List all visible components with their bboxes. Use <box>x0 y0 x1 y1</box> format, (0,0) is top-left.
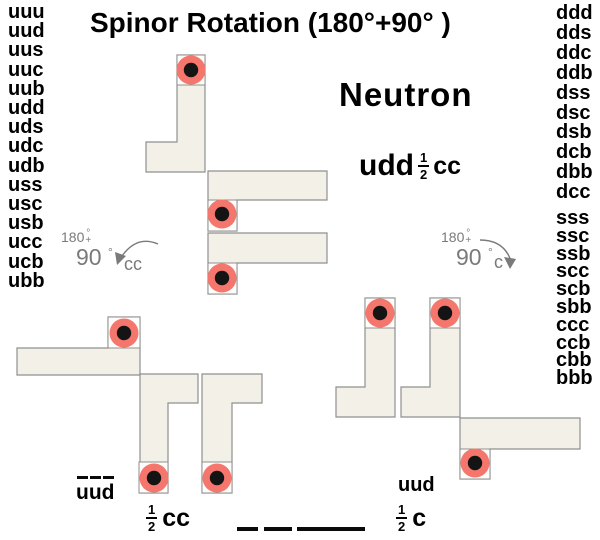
quark-label: uud <box>8 20 45 43</box>
fraction-denominator: 2 <box>398 519 406 534</box>
fraction-denominator: 2 <box>419 167 428 182</box>
quark-marker-dot <box>214 206 230 222</box>
caption-fraction-right: 1 2 c <box>392 503 426 533</box>
angle-value: 90 <box>456 244 482 270</box>
quark-label: uuu <box>8 1 45 23</box>
quark-marker-dot <box>467 455 483 471</box>
rotation-angle-90: 90 ° <box>76 246 113 269</box>
formula-quarks: udd <box>359 149 414 182</box>
caption-fraction: 1 2 <box>146 502 158 534</box>
caption-label: uud <box>76 481 115 504</box>
particle-name: Neutron <box>339 76 473 113</box>
rotation-angle-90: 90 ° <box>456 246 493 269</box>
quark-marker-dot <box>214 270 230 286</box>
quark-label: ddc <box>556 41 592 64</box>
quark-label: usb <box>8 212 44 235</box>
rotation-direction-right: c <box>494 252 503 272</box>
rotation-direction-left: cc <box>124 254 142 274</box>
page-title: Spinor Rotation (180°+90° ) <box>90 7 451 38</box>
quark-label: udd <box>8 97 45 120</box>
quark-marker-dot <box>209 470 225 486</box>
quark-label: sbb <box>556 295 592 318</box>
quark-label: ubb <box>8 269 45 292</box>
quark-list-left: uuu uud uus uuc uub udd uds udc udb uss … <box>8 1 45 292</box>
quark-label: ucb <box>8 250 44 273</box>
rotation-arrow-cw-icon <box>479 239 512 262</box>
quark-marker-dot <box>146 470 162 486</box>
quark-label: scb <box>556 278 591 301</box>
quark-label: dcb <box>556 141 592 164</box>
separator-dash-3 <box>297 527 365 531</box>
quark-label: ucc <box>8 231 43 254</box>
caption-quark-uud: uud <box>398 474 435 496</box>
rotation-angle-180: 180 ° + <box>61 228 113 246</box>
rotation-annotation-right: 180 ° + 90 ° <box>441 228 493 269</box>
quark-label: sss <box>556 207 590 229</box>
quark-label: dsb <box>556 121 592 144</box>
quark-label: udc <box>8 135 44 158</box>
quark-label: ssc <box>556 224 590 247</box>
quark-label: uus <box>8 39 44 62</box>
plus-sign: + <box>465 235 472 246</box>
quark-label: ddd <box>556 2 593 24</box>
quark-label: ddb <box>556 61 593 84</box>
caption-fraction: 1 2 <box>396 502 408 534</box>
quark-label: dcc <box>556 181 591 204</box>
caption-fraction-left: 1 2 cc <box>142 503 190 533</box>
quark-marker-dot <box>116 325 132 341</box>
quark-marker-dot <box>183 62 199 78</box>
degree-sign: ° <box>466 228 471 239</box>
quark-label: dsc <box>556 101 591 124</box>
quark-label: uuc <box>8 58 44 81</box>
quark-marker-dot <box>437 305 453 321</box>
quark-label: uss <box>8 173 43 196</box>
quark-label: udb <box>8 154 45 177</box>
degree-sign: ° <box>107 245 113 259</box>
quark-label: ccb <box>556 331 591 354</box>
fraction-numerator: 1 <box>417 150 430 167</box>
fraction-numerator: 1 <box>396 502 408 519</box>
quark-label: cbb <box>556 349 592 372</box>
rotation-arrowhead-cw-icon <box>504 257 516 269</box>
particle-formula: udd 1 2 cc <box>359 149 462 182</box>
caption-antiquark-uud: uud <box>76 476 114 503</box>
quark-label: dss <box>556 81 591 104</box>
separator-dash-2 <box>264 527 292 531</box>
quark-list-right-top: ddd dds ddc ddb dss dsc dsb dcb dbb dcc <box>556 2 593 204</box>
quark-label: ccc <box>556 313 590 336</box>
angle-value: 180 <box>441 229 465 245</box>
rotation-arrow-ccw-icon <box>121 240 159 257</box>
quark-label: usc <box>8 193 43 216</box>
rotation-angle-180: 180 ° + <box>441 228 493 246</box>
caption-suffix: cc <box>162 503 191 532</box>
quark-label: uds <box>8 116 44 139</box>
quark-label: ssb <box>556 242 591 265</box>
rotation-annotation-left: 180 ° + 90 ° <box>61 228 113 269</box>
degree-plus-stack: ° + <box>85 228 92 246</box>
formula-suffix: cc <box>433 151 462 180</box>
quark-label: bbb <box>556 367 593 390</box>
degree-plus-stack: ° + <box>465 228 472 246</box>
quark-list-right-bottom: sss ssc ssb scc scb sbb ccc ccb cbb bbb <box>556 207 593 390</box>
caption-suffix: c <box>412 503 427 532</box>
quark-marker-dot <box>372 305 388 321</box>
plus-sign: + <box>85 235 92 246</box>
fraction-denominator: 2 <box>148 519 156 534</box>
quark-label: uub <box>8 77 45 100</box>
fraction-numerator: 1 <box>146 502 158 519</box>
degree-sign: ° <box>487 245 493 259</box>
quark-label: dds <box>556 21 592 44</box>
quark-label: dbb <box>556 161 593 184</box>
angle-value: 180 <box>61 229 85 245</box>
angle-value: 90 <box>76 244 102 270</box>
rotation-arrowhead-ccw-icon <box>115 252 126 265</box>
formula-fraction: 1 2 <box>417 150 430 182</box>
separator-dash-1 <box>237 527 258 531</box>
antiparticle-overline <box>76 476 114 479</box>
quark-label: scc <box>556 260 590 283</box>
degree-sign: ° <box>86 228 91 239</box>
